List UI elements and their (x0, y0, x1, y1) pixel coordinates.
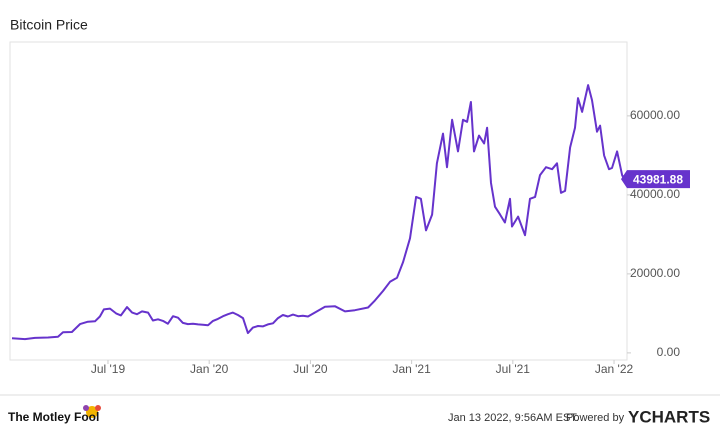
powered-by: Powered by (566, 412, 625, 424)
price-line (11, 84, 626, 341)
last-value-badge (621, 170, 690, 189)
brand-logo (83, 405, 101, 418)
x-tick-label: Jan '21 (392, 362, 431, 376)
timestamp: Jan 13 2022, 9:56AM EST. (448, 412, 579, 424)
y-tick-label: 40000.00 (630, 187, 680, 201)
brand: The Motley Fool (8, 410, 99, 424)
x-tick-label: Jul '20 (293, 362, 328, 376)
x-tick-label: Jul '19 (91, 362, 126, 376)
x-tick-label: Jan '20 (190, 362, 229, 376)
y-tick-label: 0.00 (657, 345, 681, 359)
plot-frame (9, 41, 628, 361)
chart-title: Bitcoin Price (10, 17, 88, 33)
ycharts-logo[interactable]: YCHARTS (628, 407, 710, 426)
last-value-label: 43981.88 (633, 172, 683, 186)
x-tick-label: Jul '21 (496, 362, 531, 376)
y-tick-label: 60000.00 (630, 108, 680, 122)
x-tick-label: Jan '22 (595, 362, 634, 376)
y-tick-label: 20000.00 (630, 266, 680, 280)
